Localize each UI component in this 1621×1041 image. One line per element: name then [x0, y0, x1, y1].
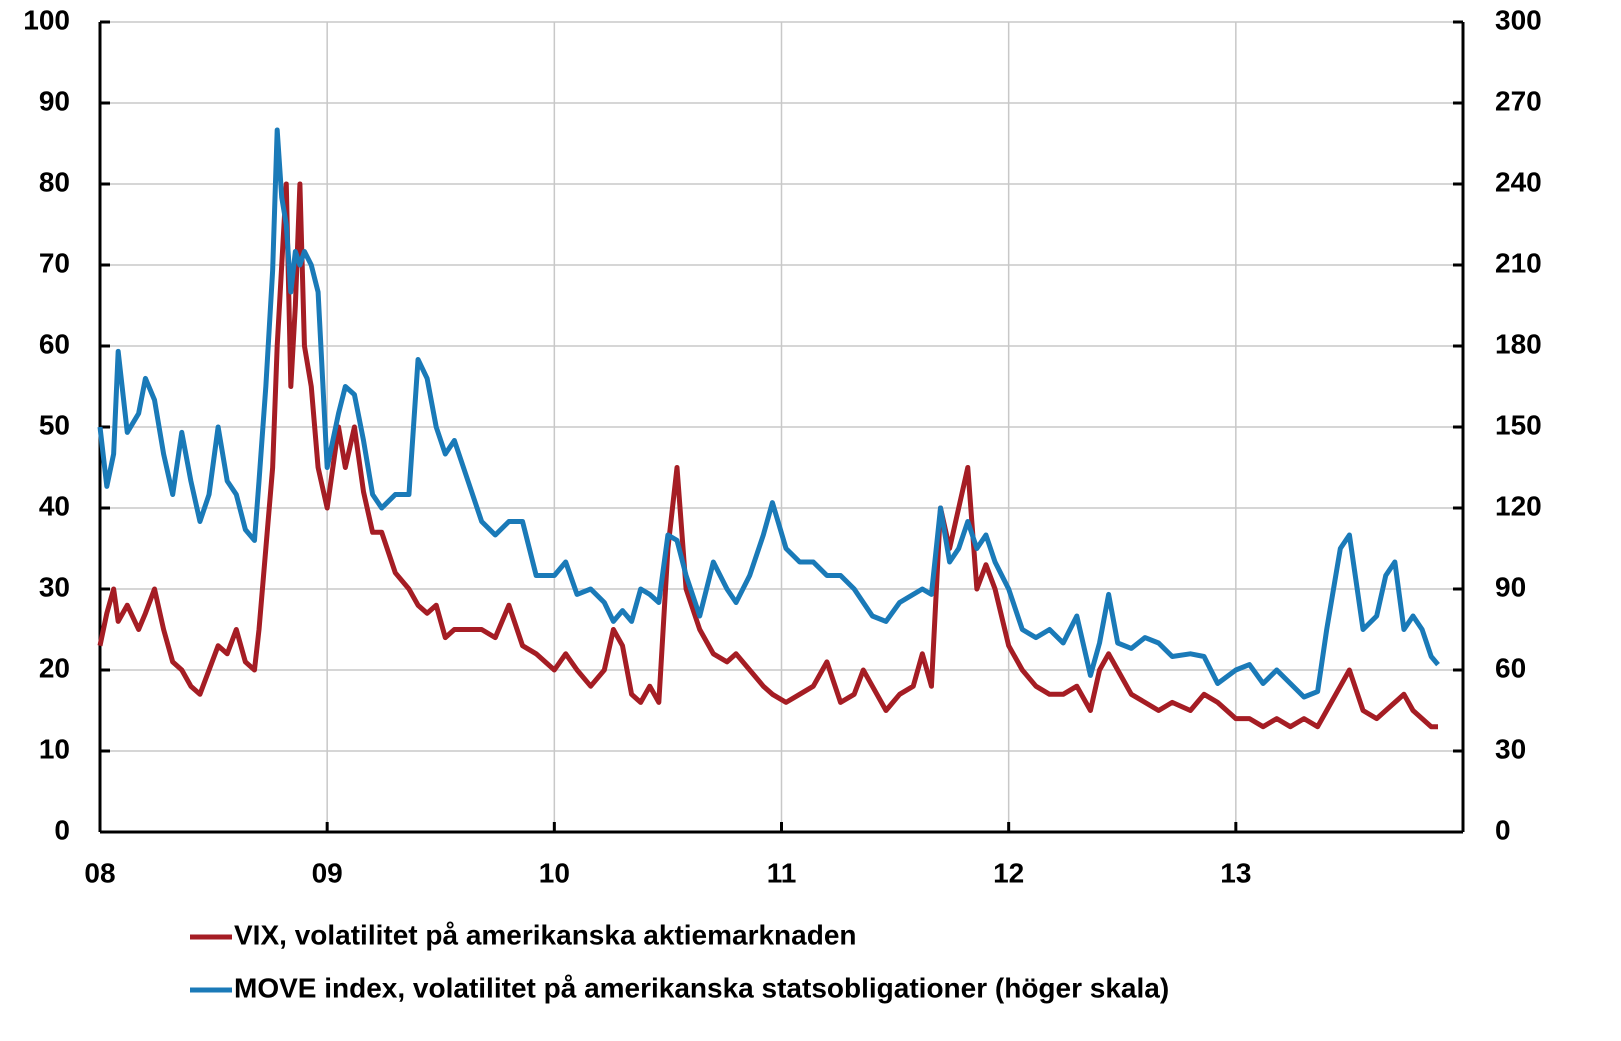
y-tick-label: 20 — [39, 652, 70, 683]
y-tick-label: 30 — [39, 571, 70, 602]
y2-tick-label: 270 — [1495, 85, 1542, 116]
y2-tick-label: 60 — [1495, 652, 1526, 683]
legend-label: VIX, volatilitet på amerikanska aktiemar… — [234, 919, 857, 950]
y-tick-label: 100 — [23, 4, 70, 35]
y2-tick-label: 240 — [1495, 166, 1542, 197]
series-line — [97, 181, 1439, 730]
x-tick-label: 08 — [84, 857, 115, 888]
x-tick-label: 11 — [767, 857, 797, 888]
y-tick-label: 70 — [39, 247, 70, 278]
y2-tick-label: 120 — [1495, 490, 1542, 521]
y2-tick-label: 30 — [1495, 733, 1526, 764]
y-tick-label: 0 — [54, 814, 70, 845]
y2-tick-label: 0 — [1495, 814, 1511, 845]
y-tick-label: 10 — [39, 733, 70, 764]
x-tick-label: 09 — [312, 857, 343, 888]
legend-label: MOVE index, volatilitet på amerikanska s… — [234, 972, 1169, 1003]
x-tick-label: 10 — [539, 857, 570, 888]
y2-tick-label: 150 — [1495, 409, 1542, 440]
y-tick-label: 80 — [39, 166, 70, 197]
y2-tick-label: 90 — [1495, 571, 1526, 602]
y-tick-label: 60 — [39, 328, 70, 359]
y2-tick-label: 210 — [1495, 247, 1542, 278]
y-tick-label: 40 — [39, 490, 70, 521]
y2-tick-label: 180 — [1495, 328, 1542, 359]
x-tick-label: 12 — [993, 857, 1024, 888]
y2-tick-label: 300 — [1495, 4, 1542, 35]
x-tick-label: 13 — [1220, 857, 1251, 888]
series-line — [97, 127, 1440, 700]
y-tick-label: 90 — [39, 85, 70, 116]
y-tick-label: 50 — [39, 409, 70, 440]
